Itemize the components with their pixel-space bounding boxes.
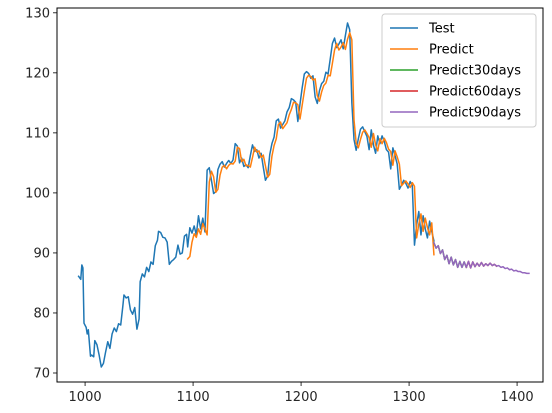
- legend-label-4: Predict90days: [429, 106, 521, 121]
- y-tick-label: 70: [33, 366, 50, 381]
- legend: Test Predict Predict30days Predict60days Pre…: [381, 13, 537, 128]
- x-axis: 1000 1100 1200 1300 1400: [69, 382, 534, 405]
- legend-label-1: Predict: [429, 43, 474, 58]
- y-tick-label: 80: [33, 306, 50, 321]
- y-axis: 70 80 90 100 110 120 130: [25, 6, 57, 381]
- legend-box: [381, 13, 537, 128]
- y-tick-label: 100: [25, 186, 50, 201]
- series-line-0: [77, 22, 435, 368]
- y-tick-label: 130: [25, 6, 50, 21]
- y-tick-label: 90: [33, 246, 50, 261]
- legend-label-3: Predict60days: [429, 85, 521, 100]
- legend-label-2: Predict30days: [429, 64, 521, 79]
- series-line-4: [432, 241, 530, 275]
- series-lines: [77, 22, 530, 368]
- series-line-1: [186, 31, 435, 260]
- legend-label-0: Test: [428, 22, 455, 37]
- plot-frame: [56, 7, 544, 383]
- x-tick-label: 1200: [285, 390, 318, 405]
- x-tick-label: 1300: [393, 390, 426, 405]
- x-tick-label: 1100: [177, 390, 210, 405]
- y-tick-label: 120: [25, 66, 50, 81]
- y-tick-label: 110: [25, 126, 50, 141]
- x-tick-label: 1000: [69, 390, 102, 405]
- x-tick-label: 1400: [501, 390, 534, 405]
